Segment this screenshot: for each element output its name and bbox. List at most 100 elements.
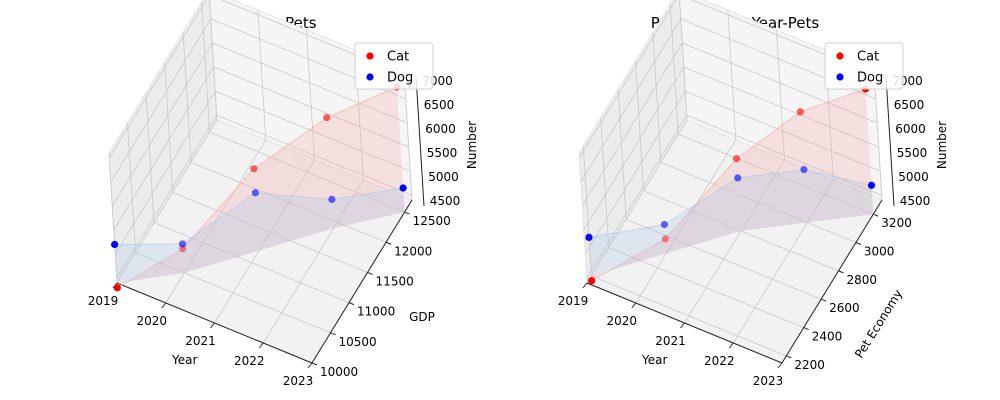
y-tick-label: 12000 bbox=[394, 244, 432, 258]
surface-dog bbox=[182, 192, 259, 273]
grid-line-y bbox=[182, 32, 387, 243]
surface-dog bbox=[803, 169, 874, 223]
legend-marker-cat bbox=[836, 52, 844, 60]
y-tick-label: 2600 bbox=[829, 301, 860, 315]
point-dog bbox=[800, 165, 808, 174]
grid-line-z bbox=[586, 114, 882, 279]
grid-line-y bbox=[617, 89, 822, 300]
grid-line-y bbox=[145, 92, 350, 303]
y-tick-label: 11000 bbox=[357, 305, 395, 319]
grid-line-x bbox=[262, 49, 364, 344]
z-tick-label: 6000 bbox=[895, 122, 926, 136]
y-tick-mark bbox=[404, 211, 410, 215]
point-dog bbox=[585, 233, 593, 241]
y-tick-mark bbox=[348, 302, 355, 306]
x-tick-mark bbox=[777, 362, 783, 369]
chart-panel-2: Pet Economy-Year-Pets2019202020212022202… bbox=[558, 0, 949, 388]
point-dog bbox=[251, 189, 259, 197]
point-dog bbox=[867, 181, 876, 189]
grid-line-x bbox=[165, 9, 267, 304]
point-dog bbox=[111, 240, 119, 249]
y-tick-mark bbox=[803, 327, 809, 331]
y-tick-label: 11500 bbox=[376, 274, 414, 288]
z-tick-label: 6500 bbox=[894, 98, 925, 112]
x-tick-label: 2020 bbox=[136, 314, 167, 328]
z-tick-label: 4500 bbox=[900, 194, 931, 208]
surface-dog bbox=[255, 192, 334, 251]
y-tick-label: 2200 bbox=[794, 358, 825, 372]
x-tick-mark bbox=[210, 322, 215, 329]
grid-line-z bbox=[114, 90, 411, 255]
surface-dog bbox=[331, 188, 405, 229]
surface-cat bbox=[736, 111, 808, 231]
x-tick-mark bbox=[728, 342, 734, 349]
grid-line-y bbox=[600, 117, 804, 328]
point-cat bbox=[588, 277, 596, 285]
surface-cat bbox=[253, 117, 334, 251]
surface-cat bbox=[665, 158, 741, 254]
grid-line-y bbox=[127, 122, 331, 334]
y-tick-mark bbox=[367, 271, 373, 275]
legend-label-dog: Dog bbox=[857, 71, 883, 86]
grid-line-y bbox=[164, 62, 368, 273]
legend-box bbox=[824, 42, 904, 90]
y-tick-mark bbox=[820, 298, 827, 302]
grid-line-z bbox=[111, 42, 408, 207]
x-tick-mark bbox=[631, 302, 637, 309]
point-cat bbox=[796, 108, 804, 116]
x-tick-label: 2019 bbox=[558, 294, 589, 308]
surface-cat bbox=[182, 168, 259, 273]
legend-marker-dog bbox=[366, 73, 374, 81]
legend-marker-dog bbox=[836, 73, 844, 81]
y-axis-line bbox=[311, 199, 413, 364]
x-axis-title: Year bbox=[171, 353, 197, 367]
y-tick-mark bbox=[838, 270, 844, 274]
point-dog bbox=[660, 220, 669, 229]
grid-line-x bbox=[684, 29, 785, 324]
z-axis-title: Number bbox=[935, 121, 949, 169]
x-tick-label: 2021 bbox=[185, 334, 216, 348]
y-tick-mark bbox=[311, 362, 318, 366]
x-tick-label: 2021 bbox=[655, 334, 686, 348]
grid-line-y bbox=[201, 2, 405, 213]
grid-line-z bbox=[113, 66, 409, 231]
point-cat bbox=[323, 113, 331, 122]
legend-label-dog: Dog bbox=[387, 71, 413, 86]
grid-line-z bbox=[583, 66, 879, 231]
legend-marker-cat bbox=[366, 52, 374, 60]
z-tick-label: 5500 bbox=[427, 146, 458, 160]
legend-box bbox=[354, 42, 434, 90]
z-axis-title: Number bbox=[465, 121, 479, 169]
z-axis-line bbox=[415, 75, 425, 207]
x-tick-label: 2022 bbox=[234, 354, 265, 368]
y-tick-mark bbox=[786, 355, 792, 359]
point-dog bbox=[734, 174, 742, 182]
grid-line-x bbox=[635, 9, 737, 304]
y-tick-label: 2400 bbox=[812, 330, 843, 344]
z-tick-label: 5500 bbox=[897, 146, 928, 160]
grid-line-y bbox=[652, 32, 857, 243]
y-tick-mark bbox=[873, 213, 879, 217]
grid-line-y bbox=[582, 145, 787, 357]
point-cat bbox=[661, 235, 669, 243]
x-tick-label: 2023 bbox=[753, 374, 784, 388]
surface-cat bbox=[800, 89, 874, 223]
point-dog bbox=[399, 184, 407, 192]
x-tick-mark bbox=[258, 342, 264, 349]
grid-line-z bbox=[116, 114, 412, 279]
z-tick-label: 5000 bbox=[898, 170, 929, 184]
surface-dog bbox=[664, 177, 741, 254]
y-tick-label: 3200 bbox=[881, 216, 912, 230]
surface-dog bbox=[114, 243, 185, 283]
x-axis-title: Year bbox=[641, 353, 667, 367]
grid-line-z bbox=[110, 18, 406, 183]
x-tick-mark bbox=[680, 322, 685, 329]
y-tick-label: 10000 bbox=[320, 365, 358, 379]
y-axis-title: Pet Economy bbox=[852, 287, 905, 361]
surface-dog bbox=[589, 224, 667, 276]
grid-line-x bbox=[116, 0, 218, 284]
grid-line-z bbox=[581, 42, 878, 207]
grid-line-x bbox=[586, 0, 688, 284]
y-tick-mark bbox=[330, 332, 336, 336]
